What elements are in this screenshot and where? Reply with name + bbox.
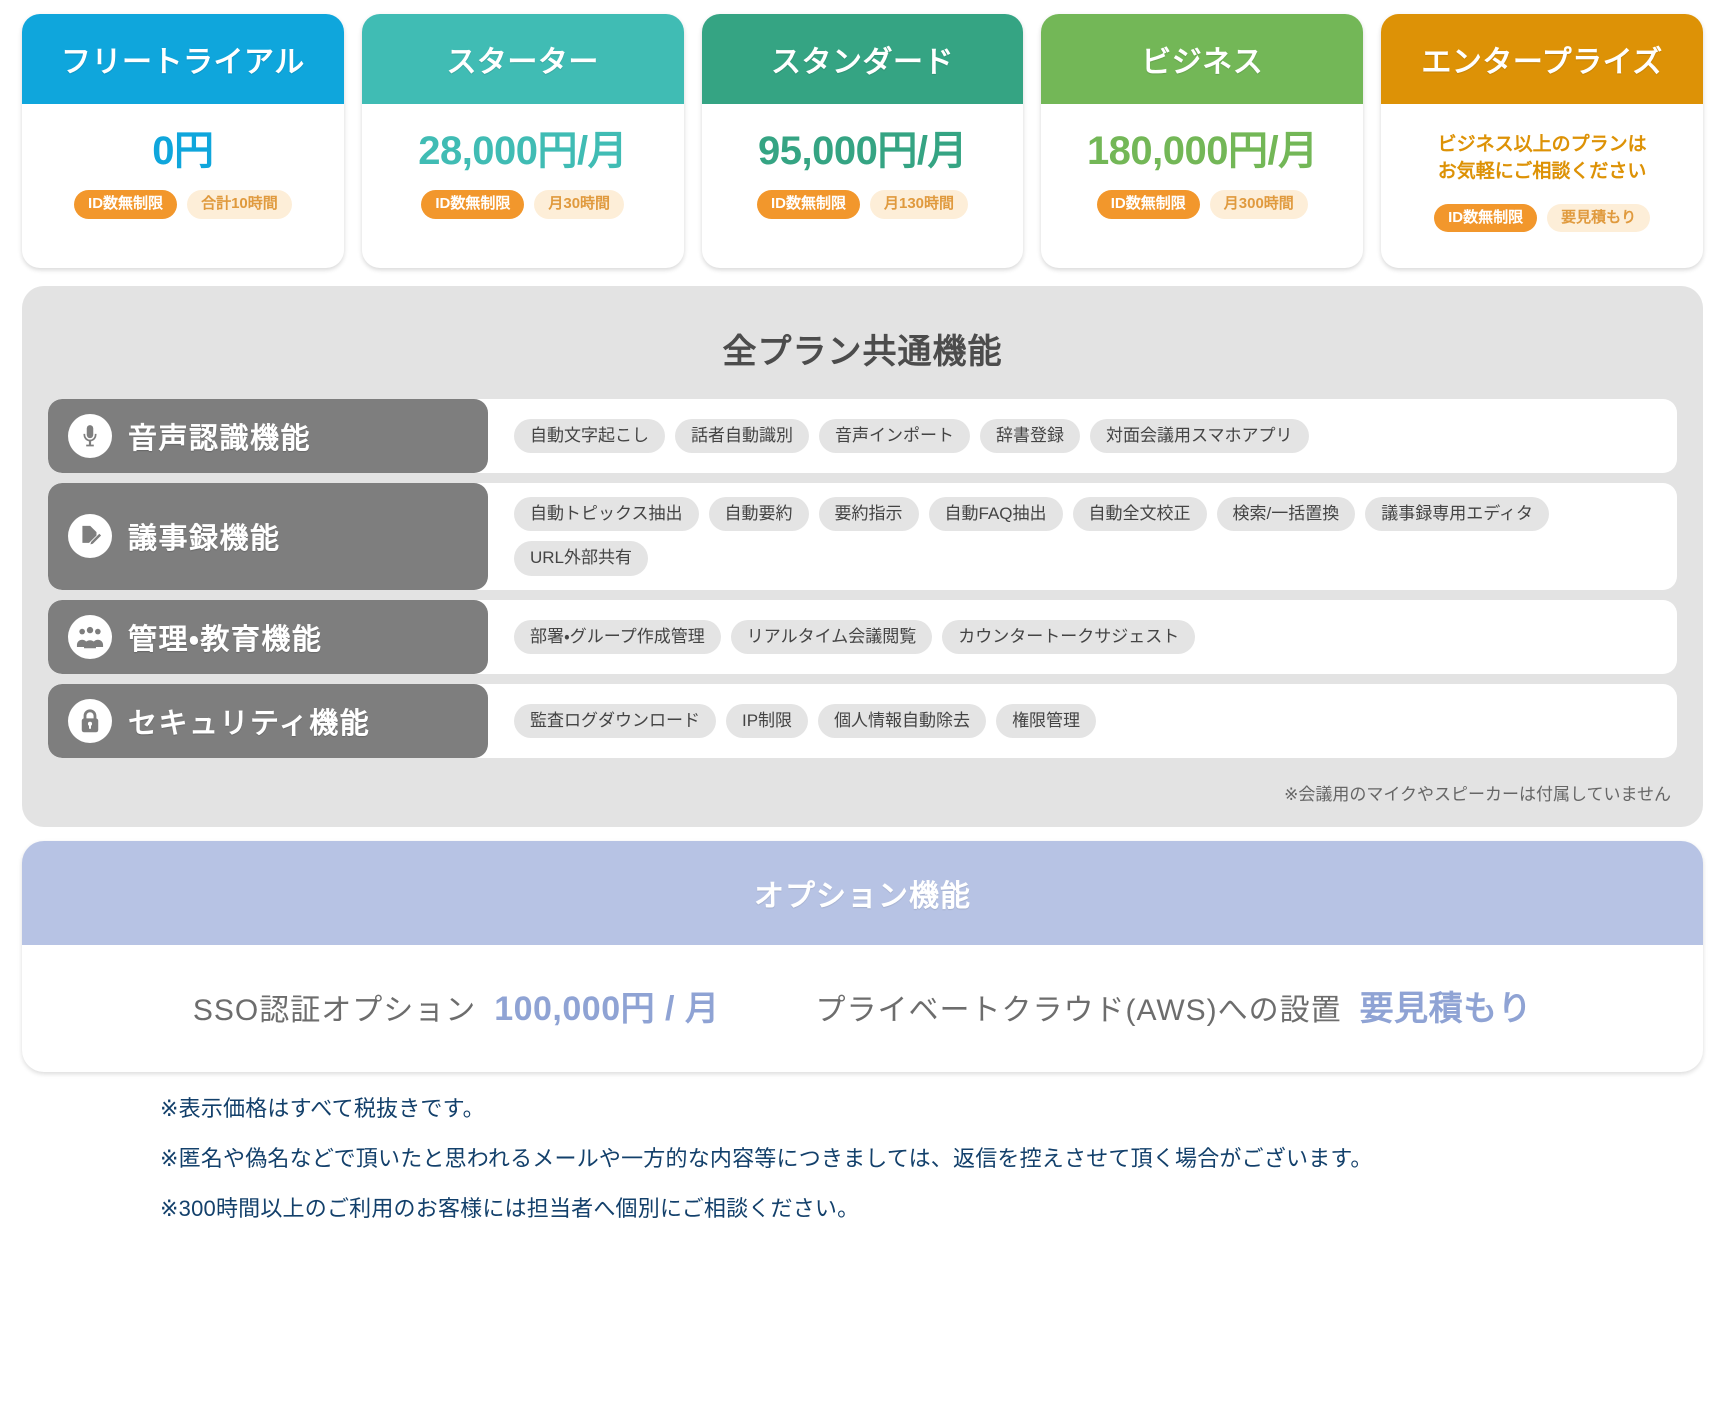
- feature-tag: IP制限: [726, 703, 809, 738]
- feature-tag: 議事録専用エディタ: [1365, 497, 1550, 532]
- plan-body: 0円 ID数無制限 合計10時間: [22, 104, 344, 268]
- feature-tag: 辞書登録: [980, 418, 1080, 454]
- plan-body: 180,000円/月 ID数無制限 月300時間: [1041, 104, 1363, 268]
- feature-tag: 対面会議用スマホアプリ: [1090, 418, 1309, 454]
- plan-price: 180,000円/月: [1086, 129, 1318, 173]
- feature-tag: 自動要約: [708, 497, 809, 532]
- plan-price: 28,000円/月: [418, 129, 628, 173]
- plan-body: 28,000円/月 ID数無制限 月30時間: [362, 104, 684, 268]
- plan-note: ビジネス以上のプランは お気軽にご相談ください: [1437, 134, 1647, 182]
- feature-tag: 監査ログダウンロード: [514, 703, 716, 738]
- plan-badges: ID数無制限 月30時間: [421, 190, 625, 219]
- plan-body: ビジネス以上のプランは お気軽にご相談ください ID数無制限 要見積もり: [1381, 104, 1703, 268]
- feature-category-label: 音声認識機能: [128, 423, 312, 455]
- lock-icon: [68, 698, 112, 743]
- plan-badge: ID数無制限: [756, 190, 860, 219]
- plan-cards-row: フリートライアル 0円 ID数無制限 合計10時間 スターター 28,000円/月 ID数無…: [0, 0, 1725, 268]
- plan-body: 95,000円/月 ID数無制限 月130時間: [702, 104, 1024, 268]
- plan-badge: 合計10時間: [187, 190, 292, 219]
- plan-price: 0円: [152, 129, 214, 173]
- feature-category: 管理・教育機能: [48, 599, 488, 674]
- feature-category: セキュリティ機能: [48, 683, 488, 758]
- plan-badge: 月30時間: [534, 190, 625, 219]
- feature-tag: URL外部共有: [514, 541, 649, 576]
- feature-tag-list: 自動トピックス抽出 自動要約 要約指示 自動FAQ抽出 自動全文校正 検索/一括置換 議事録…: [488, 483, 1677, 590]
- feature-rows: 音声認識機能 自動文字起こし 話者自動識別 音声インポート 辞書登録 対面会議用スマホアプ…: [48, 399, 1677, 758]
- feature-tag: 音声インポート: [819, 418, 970, 454]
- feature-tag-list: 自動文字起こし 話者自動識別 音声インポート 辞書登録 対面会議用スマホアプリ: [488, 399, 1677, 473]
- plan-badge: ID数無制限: [1096, 190, 1200, 219]
- plan-badge: ID数無制限: [74, 190, 178, 219]
- feature-category: 音声認識機能: [48, 399, 488, 473]
- plan-card[interactable]: スターター 28,000円/月 ID数無制限 月30時間: [361, 14, 684, 268]
- microphone-icon: [68, 414, 112, 458]
- feature-tag: 部署・グループ作成管理: [514, 619, 721, 654]
- option-panel-title: オプション機能: [22, 840, 1703, 945]
- footnote-line: ※表示価格はすべて税抜きです。: [160, 1095, 485, 1121]
- feature-tag: リアルタイム会議閲覧: [730, 619, 933, 654]
- feature-category-label: 議事録機能: [128, 523, 281, 556]
- feature-tag-list: 部署・グループ作成管理 リアルタイム会議閲覧 カウンタートークサジェスト: [488, 600, 1677, 674]
- common-features-title: 全プラン共通機能: [722, 333, 1003, 371]
- page-footnotes: ※表示価格はすべて税抜きです。 ※匿名や偽名などで頂いたと思われるメールや一方的な…: [0, 1072, 1725, 1220]
- plan-badge: ID数無制限: [1434, 203, 1538, 233]
- feature-tag: 自動文字起こし: [514, 418, 665, 454]
- feature-tag: 検索/一括置換: [1216, 497, 1356, 532]
- plan-badge: ID数無制限: [421, 190, 525, 219]
- common-features-panel: 全プラン共通機能 音声認識機能 自動文字起こし 話者自動識別 音声インポート 辞書登録対…: [22, 286, 1703, 827]
- plan-badge: 月300時間: [1209, 190, 1308, 219]
- option-item: SSO認証オプション 100,000円 / 月: [193, 981, 720, 1030]
- feature-tag: 個人情報自動除去: [818, 703, 987, 738]
- feature-tag: 話者自動識別: [675, 418, 809, 454]
- plan-card[interactable]: ビジネス 180,000円/月 ID数無制限 月300時間: [1041, 14, 1364, 268]
- plan-name: スタンダード: [701, 14, 1024, 104]
- option-panel: オプション機能 SSO認証オプション 100,000円 / 月 プライベートクラウド…: [22, 840, 1703, 1072]
- footnote-line: ※300時間以上のご利用のお客様には担当者へ個別にご相談ください。: [160, 1195, 860, 1221]
- option-item-label: SSO認証オプション: [192, 993, 477, 1027]
- common-features-footnote: ※会議用のマイクやスピーカーは付属していません: [1284, 784, 1671, 804]
- plan-badges: ID数無制限 要見積もり: [1434, 203, 1651, 233]
- feature-tag: 権限管理: [996, 703, 1097, 738]
- feature-tag: 要約指示: [818, 497, 919, 532]
- feature-row: セキュリティ機能 監査ログダウンロード IP制限 個人情報自動除去 権限管理: [48, 683, 1677, 758]
- plan-badges: ID数無制限 月300時間: [1096, 190, 1308, 219]
- plan-badges: ID数無制限 合計10時間: [74, 190, 292, 219]
- option-item-price: 要見積もり: [1359, 989, 1533, 1028]
- feature-tag: 自動トピックス抽出: [514, 497, 699, 532]
- feature-tag: カウンタートークサジェスト: [942, 619, 1196, 654]
- footnote-line: ※匿名や偽名などで頂いたと思われるメールや一方的な内容等につきましては、返信を控…: [160, 1145, 1373, 1171]
- plan-badge: 月130時間: [869, 190, 969, 219]
- plan-card[interactable]: エンタープライズビジネス以上のプランは お気軽にご相談ください ID数無制限 要見積…: [1381, 14, 1703, 268]
- feature-tag-list: 監査ログダウンロード IP制限 個人情報自動除去 権限管理: [488, 684, 1677, 758]
- option-item-label: プライベートクラウド(AWS)への設置: [815, 993, 1342, 1027]
- plan-badges: ID数無制限 月130時間: [756, 190, 969, 219]
- feature-tag: 自動全文校正: [1072, 497, 1207, 532]
- plan-card[interactable]: スタンダード 95,000円/月 ID数無制限 月130時間: [701, 14, 1024, 268]
- feature-row: 音声認識機能 自動文字起こし 話者自動識別 音声インポート 辞書登録 対面会議用スマホアプ…: [48, 399, 1677, 473]
- plan-price: 95,000円/月: [758, 129, 967, 173]
- option-items: SSO認証オプション 100,000円 / 月 プライベートクラウド(AWS)への設…: [22, 945, 1703, 1072]
- plan-name: ビジネス: [1041, 14, 1364, 104]
- plan-name: エンタープライズ: [1381, 14, 1703, 104]
- plan-name: スターター: [361, 14, 684, 104]
- feature-row: 管理・教育機能 部署・グループ作成管理 リアルタイム会議閲覧 カウンタートークサジェス…: [48, 599, 1677, 674]
- plan-name: フリートライアル: [22, 14, 344, 104]
- option-item: プライベートクラウド(AWS)への設置 要見積もり: [815, 981, 1532, 1030]
- plan-card[interactable]: フリートライアル 0円 ID数無制限 合計10時間: [22, 14, 344, 268]
- feature-category: 議事録機能: [48, 483, 488, 590]
- feature-category-label: 管理・教育機能: [128, 623, 323, 656]
- option-item-price: 100,000円 / 月: [494, 989, 720, 1028]
- users-group-icon: [68, 614, 112, 659]
- feature-category-label: セキュリティ機能: [128, 707, 371, 740]
- feature-tag: 自動FAQ抽出: [928, 497, 1063, 532]
- document-edit-icon: [68, 514, 112, 559]
- feature-row: 議事録機能 自動トピックス抽出 自動要約 要約指示 自動FAQ抽出 自動全文校正 検索/一括…: [48, 483, 1677, 590]
- plan-badge: 要見積もり: [1547, 203, 1651, 233]
